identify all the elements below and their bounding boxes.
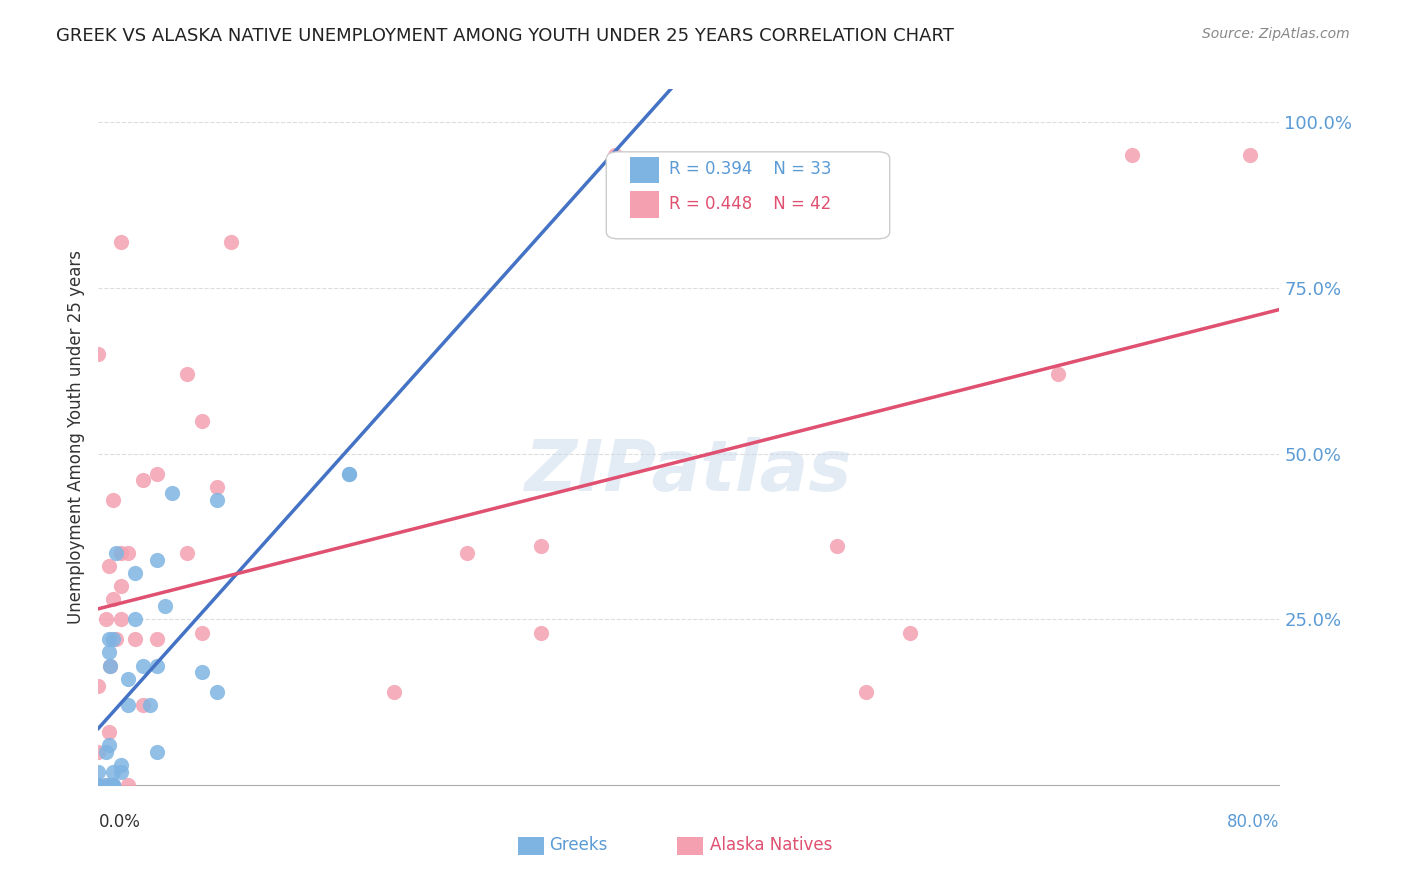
- Point: [205, 493, 228, 508]
- Point: [146, 745, 169, 759]
- Point: [146, 467, 169, 481]
- Point: [110, 764, 132, 779]
- Point: [139, 698, 162, 713]
- Point: [110, 579, 132, 593]
- Point: [205, 480, 228, 494]
- Point: [382, 685, 405, 699]
- Point: [94, 612, 117, 626]
- Point: [530, 540, 553, 554]
- Point: [94, 745, 117, 759]
- Point: [103, 632, 125, 647]
- Point: [176, 367, 198, 381]
- Text: 0.0%: 0.0%: [98, 813, 141, 830]
- Point: [97, 725, 120, 739]
- Point: [103, 778, 125, 792]
- Point: [103, 778, 125, 792]
- Point: [117, 546, 139, 560]
- Point: [110, 235, 132, 249]
- Point: [132, 698, 155, 713]
- Point: [1046, 367, 1070, 381]
- Point: [457, 546, 479, 560]
- FancyBboxPatch shape: [606, 152, 890, 239]
- Point: [94, 778, 117, 792]
- Point: [191, 665, 214, 680]
- Point: [98, 778, 121, 792]
- Point: [110, 546, 132, 560]
- Point: [1239, 148, 1261, 162]
- Point: [124, 612, 146, 626]
- Point: [855, 685, 877, 699]
- Point: [176, 546, 198, 560]
- Point: [87, 764, 110, 779]
- Point: [132, 473, 155, 487]
- Point: [825, 540, 848, 554]
- Point: [87, 679, 110, 693]
- Point: [146, 552, 169, 566]
- Text: Greeks: Greeks: [550, 837, 607, 855]
- Point: [146, 632, 169, 647]
- Point: [87, 778, 110, 792]
- Point: [153, 599, 176, 613]
- Point: [530, 625, 553, 640]
- Point: [900, 625, 922, 640]
- Point: [221, 235, 243, 249]
- Y-axis label: Unemployment Among Youth under 25 years: Unemployment Among Youth under 25 years: [66, 250, 84, 624]
- Point: [94, 778, 117, 792]
- Point: [103, 764, 125, 779]
- Point: [103, 778, 125, 792]
- Point: [87, 778, 110, 792]
- Point: [105, 546, 128, 560]
- Point: [117, 778, 139, 792]
- Point: [98, 658, 121, 673]
- Text: Alaska Natives: Alaska Natives: [710, 837, 832, 855]
- Point: [117, 698, 139, 713]
- Point: [191, 625, 214, 640]
- Point: [162, 486, 183, 500]
- Point: [124, 632, 146, 647]
- Point: [132, 658, 155, 673]
- Point: [605, 148, 627, 162]
- Point: [339, 467, 361, 481]
- Bar: [630, 192, 659, 218]
- Text: 80.0%: 80.0%: [1227, 813, 1279, 830]
- Point: [117, 672, 139, 686]
- Text: Source: ZipAtlas.com: Source: ZipAtlas.com: [1202, 27, 1350, 41]
- Point: [98, 658, 121, 673]
- Text: R = 0.394    N = 33: R = 0.394 N = 33: [669, 161, 831, 178]
- Point: [87, 778, 110, 792]
- Point: [97, 559, 120, 574]
- Point: [339, 467, 361, 481]
- Point: [1121, 148, 1143, 162]
- Point: [110, 758, 132, 772]
- Point: [103, 493, 125, 508]
- Point: [146, 658, 169, 673]
- Bar: [678, 837, 703, 855]
- Point: [105, 632, 128, 647]
- Text: ZIPatlas: ZIPatlas: [526, 437, 852, 507]
- Point: [87, 745, 110, 759]
- Point: [103, 592, 125, 607]
- Point: [97, 645, 120, 659]
- Point: [97, 632, 120, 647]
- Bar: [630, 157, 659, 183]
- Point: [110, 612, 132, 626]
- Point: [191, 413, 214, 427]
- Point: [87, 347, 110, 361]
- Point: [124, 566, 146, 580]
- Text: GREEK VS ALASKA NATIVE UNEMPLOYMENT AMONG YOUTH UNDER 25 YEARS CORRELATION CHART: GREEK VS ALASKA NATIVE UNEMPLOYMENT AMON…: [56, 27, 955, 45]
- Point: [87, 778, 110, 792]
- Point: [97, 738, 120, 752]
- Text: R = 0.448    N = 42: R = 0.448 N = 42: [669, 195, 831, 213]
- Point: [205, 685, 228, 699]
- Bar: [517, 837, 544, 855]
